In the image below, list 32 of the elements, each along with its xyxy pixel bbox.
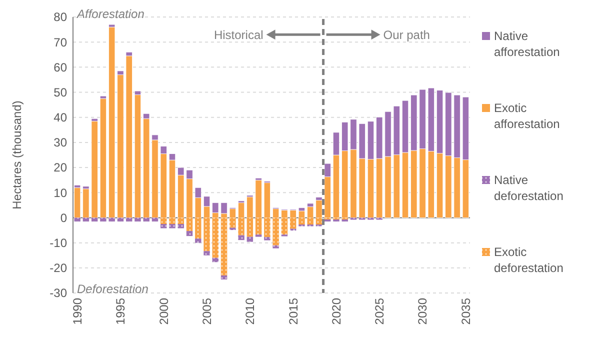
y-tick-label: -30 [50, 286, 68, 300]
x-tick-label: 2005 [200, 298, 214, 325]
legend-label: Native afforestation [494, 29, 560, 59]
y-tick-label: 30 [54, 136, 68, 150]
legend-label: Native deforestation [494, 173, 564, 203]
y-tick-label: 50 [54, 85, 68, 100]
x-tick-label: 1995 [114, 298, 128, 325]
y-tick-label: 70 [54, 35, 68, 50]
x-tick-label: 2000 [156, 298, 171, 325]
y-tick-label: 0 [60, 210, 68, 225]
annotation: Afforestation [76, 7, 145, 22]
y-tick-label: 10 [54, 186, 68, 200]
y-tick-label: 20 [54, 160, 68, 175]
y-axis-title: Hectares (thousand) [10, 100, 24, 210]
bar [134, 94, 142, 218]
x-tick-label: 2025 [372, 298, 387, 325]
annotation: Deforestation [77, 282, 149, 296]
annotation: Historical [214, 28, 264, 42]
legend-label: Exotic deforestation [494, 245, 564, 275]
y-tick-label: 60 [54, 60, 68, 74]
x-tick-label: 2015 [286, 298, 300, 325]
y-tick-label: 40 [54, 110, 68, 125]
x-tick-label: 2010 [243, 298, 258, 325]
x-tick-label: 2035 [458, 298, 473, 325]
y-tick-label: 80 [54, 10, 68, 24]
x-tick-label: 2020 [329, 298, 344, 325]
x-tick-label: 1990 [70, 298, 85, 325]
legend-label: Exotic afforestation [494, 101, 560, 131]
annotation: Our path [383, 28, 430, 42]
x-tick-label: 2030 [416, 298, 430, 325]
y-tick-label: -20 [50, 261, 68, 276]
y-tick-label: -10 [50, 236, 68, 250]
